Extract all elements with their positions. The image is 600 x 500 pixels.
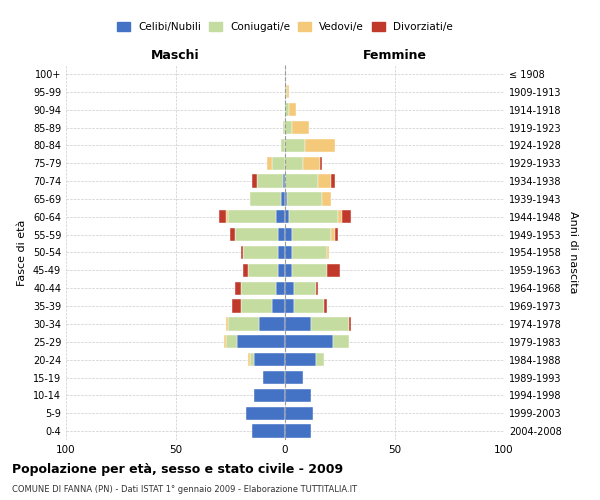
Bar [254,353,285,366]
Bar [252,174,257,188]
Bar [287,192,322,205]
Bar [289,103,296,117]
Bar [276,210,285,224]
Bar [322,192,331,205]
Bar [268,156,272,170]
Bar [237,335,285,348]
Bar [294,282,316,295]
Bar [349,317,350,330]
Bar [294,300,325,313]
Bar [283,174,285,188]
Bar [292,264,326,277]
Bar [331,174,335,188]
Bar [220,210,226,224]
Bar [285,335,333,348]
Bar [316,353,325,366]
Bar [226,210,228,224]
Bar [248,353,250,366]
Bar [285,300,294,313]
Bar [224,335,226,348]
Bar [292,121,309,134]
Bar [241,282,276,295]
Bar [226,335,237,348]
Bar [289,210,338,224]
Bar [285,388,311,402]
Bar [285,174,318,188]
Bar [230,228,235,241]
Bar [254,388,285,402]
Bar [342,210,350,224]
Bar [285,103,289,117]
Bar [245,406,285,420]
Bar [285,317,311,330]
Bar [285,121,292,134]
Bar [326,246,329,259]
Bar [285,210,289,224]
Bar [281,192,285,205]
Bar [278,246,285,259]
Bar [292,228,331,241]
Bar [285,228,292,241]
Bar [281,138,285,152]
Bar [318,174,331,188]
Bar [244,264,248,277]
Bar [226,317,228,330]
Bar [285,371,302,384]
Bar [326,264,340,277]
Bar [235,282,241,295]
Bar [285,406,313,420]
Bar [259,317,285,330]
Text: Femmine: Femmine [362,50,427,62]
Text: Popolazione per età, sesso e stato civile - 2009: Popolazione per età, sesso e stato civil… [12,462,343,475]
Text: COMUNE DI FANNA (PN) - Dati ISTAT 1° gennaio 2009 - Elaborazione TUTTITALIA.IT: COMUNE DI FANNA (PN) - Dati ISTAT 1° gen… [12,485,357,494]
Bar [285,353,316,366]
Bar [252,424,285,438]
Bar [285,424,311,438]
Bar [287,85,289,98]
Bar [331,228,335,241]
Bar [302,156,320,170]
Bar [248,264,278,277]
Bar [292,246,326,259]
Bar [278,228,285,241]
Bar [305,138,335,152]
Bar [250,353,254,366]
Bar [228,317,259,330]
Bar [285,282,294,295]
Text: Maschi: Maschi [151,50,200,62]
Bar [325,300,326,313]
Bar [311,317,349,330]
Bar [241,246,244,259]
Bar [285,138,305,152]
Bar [276,282,285,295]
Bar [244,246,278,259]
Y-axis label: Anni di nascita: Anni di nascita [568,211,578,294]
Legend: Celibi/Nubili, Coniugati/e, Vedovi/e, Divorziati/e: Celibi/Nubili, Coniugati/e, Vedovi/e, Di… [113,18,457,36]
Y-axis label: Fasce di età: Fasce di età [17,220,27,286]
Bar [338,210,342,224]
Bar [235,228,278,241]
Bar [232,300,241,313]
Bar [333,335,349,348]
Bar [263,371,285,384]
Bar [285,264,292,277]
Bar [283,121,285,134]
Bar [272,156,285,170]
Bar [285,192,287,205]
Bar [278,264,285,277]
Bar [257,174,283,188]
Bar [272,300,285,313]
Bar [285,156,302,170]
Bar [285,85,287,98]
Bar [320,156,322,170]
Bar [250,192,281,205]
Bar [316,282,318,295]
Bar [335,228,338,241]
Bar [285,246,292,259]
Bar [241,300,272,313]
Bar [228,210,276,224]
